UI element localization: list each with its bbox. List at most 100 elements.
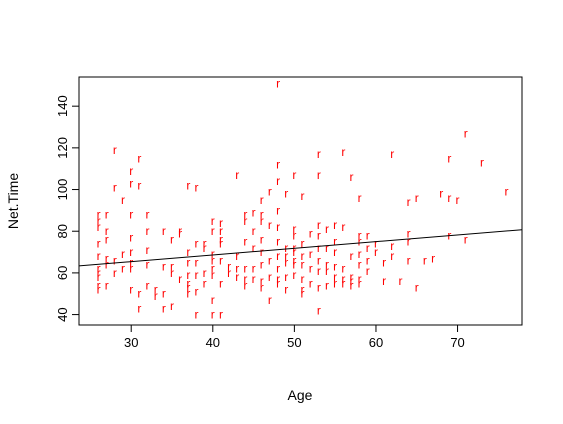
data-point: r	[252, 224, 256, 238]
data-point: r	[243, 278, 247, 292]
data-point: r	[268, 253, 272, 267]
data-point: r	[186, 245, 190, 259]
data-point: r	[456, 193, 460, 207]
data-point: r	[309, 276, 313, 290]
data-point: r	[121, 247, 125, 261]
data-point: r	[235, 168, 239, 182]
data-point: r	[211, 308, 215, 322]
data-point: r	[292, 168, 296, 182]
data-point: r	[358, 228, 362, 242]
data-point: r	[349, 270, 353, 284]
data-point: r	[203, 241, 207, 255]
data-point: r	[276, 203, 280, 217]
data-point: r	[186, 276, 190, 290]
data-point: r	[170, 266, 174, 280]
data-point: r	[366, 264, 370, 278]
data-point: r	[292, 222, 296, 236]
data-point: r	[243, 235, 247, 249]
data-point: r	[203, 266, 207, 280]
data-point: r	[366, 253, 370, 267]
data-point: r	[268, 270, 272, 284]
data-point: r	[317, 228, 321, 242]
data-point: r	[194, 308, 198, 322]
x-tick-label: 40	[206, 335, 220, 350]
data-point: r	[129, 283, 133, 297]
data-point: r	[325, 222, 329, 236]
data-point: r	[333, 218, 337, 232]
data-point: r	[186, 178, 190, 192]
data-point: r	[129, 262, 133, 276]
data-point: r	[447, 151, 451, 165]
data-point: r	[317, 241, 321, 255]
data-point: r	[317, 264, 321, 278]
data-point: r	[415, 191, 419, 205]
data-point: r	[170, 233, 174, 247]
data-point: r	[243, 262, 247, 276]
data-point: r	[219, 308, 223, 322]
data-point: r	[113, 253, 117, 267]
data-point: r	[211, 268, 215, 282]
data-point: r	[358, 272, 362, 286]
data-point: r	[260, 208, 264, 222]
data-point: r	[276, 158, 280, 172]
y-tick-label: 40	[55, 307, 70, 321]
data-point: r	[252, 205, 256, 219]
data-point: r	[129, 208, 133, 222]
data-point: r	[292, 253, 296, 267]
data-point: r	[341, 262, 345, 276]
data-point: r	[325, 264, 329, 278]
data-point: r	[309, 226, 313, 240]
data-point: r	[105, 258, 109, 272]
data-point: r	[358, 258, 362, 272]
data-point: r	[146, 258, 150, 272]
data-point: r	[317, 303, 321, 317]
data-point: r	[268, 218, 272, 232]
data-point: r	[276, 174, 280, 188]
data-point: r	[154, 283, 158, 297]
data-point: r	[276, 272, 280, 286]
data-point: r	[341, 276, 345, 290]
data-point: r	[203, 276, 207, 290]
data-point: r	[227, 260, 231, 274]
data-point: r	[97, 283, 101, 297]
data-point: r	[284, 241, 288, 255]
data-point: r	[276, 76, 280, 90]
data-point: r	[137, 287, 141, 301]
data-point: r	[129, 176, 133, 190]
data-point: r	[284, 270, 288, 284]
data-point: r	[276, 235, 280, 249]
data-point: r	[162, 260, 166, 274]
data-point: r	[292, 258, 296, 272]
data-point: r	[146, 243, 150, 257]
data-point: r	[366, 241, 370, 255]
data-point: r	[113, 143, 117, 157]
data-point: r	[105, 224, 109, 238]
data-point: r	[211, 214, 215, 228]
y-tick-label: 100	[55, 179, 70, 201]
data-point: r	[358, 276, 362, 290]
data-point: r	[146, 208, 150, 222]
data-point: r	[349, 278, 353, 292]
y-tick-label: 60	[55, 266, 70, 280]
data-point: r	[252, 241, 256, 255]
data-point: r	[325, 241, 329, 255]
data-point: r	[194, 237, 198, 251]
data-point: r	[423, 253, 427, 267]
data-point: r	[194, 285, 198, 299]
data-point: r	[480, 155, 484, 169]
data-point: r	[146, 224, 150, 238]
x-axis: 30 40 50 60 70	[124, 324, 465, 350]
data-point: r	[211, 224, 215, 238]
data-point: r	[243, 208, 247, 222]
data-point: r	[341, 145, 345, 159]
data-point: r	[243, 214, 247, 228]
data-point: r	[146, 278, 150, 292]
regression-line	[78, 229, 523, 267]
data-point: r	[219, 224, 223, 238]
data-point: r	[317, 253, 321, 267]
data-point: r	[374, 245, 378, 259]
data-point: r	[211, 293, 215, 307]
data-point: r	[97, 266, 101, 280]
data-point: r	[219, 237, 223, 251]
data-point: r	[154, 289, 158, 303]
